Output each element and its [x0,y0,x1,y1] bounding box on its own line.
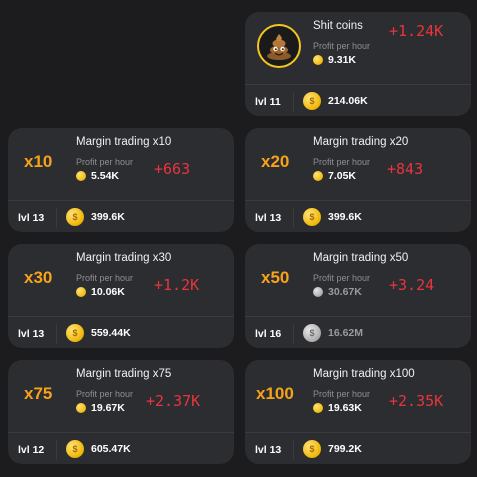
multiplier-label: x50 [261,268,290,287]
cost-value: 399.6K [328,211,362,223]
level-label: lvl 13 [18,328,45,340]
profit-delta: +2.37K [146,392,201,410]
level-label: lvl 13 [255,212,282,224]
cost-row: $ 399.6K [303,208,362,226]
profit-per-hour-label: Profit per hour [76,157,134,167]
card-title: Margin trading x100 [313,368,415,380]
profit-delta: +843 [387,160,424,178]
multiplier-label: x30 [24,268,53,287]
level-label: lvl 13 [18,212,45,224]
coin-icon: $ [303,92,321,110]
multiplier-label: x10 [24,152,53,171]
profit-per-hour-label: Profit per hour [76,389,134,399]
coin-icon [313,171,323,181]
profit-per-hour-label: Profit per hour [313,157,371,167]
cost-value: 16.62M [328,327,364,339]
coin-icon [313,287,323,297]
profit-per-hour-label: Profit per hour [313,273,371,283]
vertical-divider [56,208,57,228]
coin-icon [76,403,86,413]
profit-value: 9.31K [328,54,357,66]
card-title: Shit coins [313,20,363,32]
divider [245,432,471,433]
card-margin-x75[interactable]: x75 Margin trading x75 Profit per hour 1… [8,360,234,464]
profit-row: 10.06K [76,286,125,298]
vertical-divider [56,440,57,460]
card-title: Margin trading x10 [76,136,172,148]
multiplier-label: x20 [261,152,290,171]
profit-row: 19.67K [76,402,125,414]
coin-icon: $ [303,208,321,226]
profit-per-hour-label: Profit per hour [313,389,371,399]
profit-value: 30.67K [328,286,362,298]
profit-value: 19.67K [91,402,125,414]
card-title: Margin trading x75 [76,368,172,380]
level-label: lvl 12 [18,444,45,456]
card-shit-coins[interactable]: Shit coins Profit per hour 9.31K +1.24K … [245,12,471,116]
profit-delta: +1.2K [154,276,200,294]
coin-icon [313,403,323,413]
card-margin-x30[interactable]: x30 Margin trading x30 Profit per hour 1… [8,244,234,348]
card-margin-x100[interactable]: x100 Margin trading x100 Profit per hour… [245,360,471,464]
profit-value: 5.54K [91,170,120,182]
profit-per-hour-label: Profit per hour [313,41,371,51]
coin-icon: $ [66,440,84,458]
coin-icon [313,55,323,65]
coin-icon: $ [303,440,321,458]
card-title: Margin trading x20 [313,136,409,148]
vertical-divider [293,440,294,460]
profit-value: 10.06K [91,286,125,298]
multiplier-label: x100 [256,384,294,403]
cost-value: 214.06K [328,95,368,107]
cost-value: 559.44K [91,327,131,339]
vertical-divider [56,324,57,344]
profit-value: 19.63K [328,402,362,414]
divider [245,316,471,317]
profit-delta: +663 [154,160,191,178]
divider [8,432,234,433]
vertical-divider [293,92,294,112]
profit-per-hour-label: Profit per hour [76,273,134,283]
profit-delta: +1.24K [389,22,444,40]
vertical-divider [293,324,294,344]
cost-row: $ 16.62M [303,324,363,342]
card-margin-x10[interactable]: x10 Margin trading x10 Profit per hour 5… [8,128,234,232]
coin-icon: $ [303,324,321,342]
coin-icon: $ [66,208,84,226]
cost-value: 399.6K [91,211,125,223]
divider [8,316,234,317]
level-label: lvl 16 [255,328,282,340]
card-margin-x20[interactable]: x20 Margin trading x20 Profit per hour 7… [245,128,471,232]
profit-delta: +2.35K [389,392,444,410]
card-margin-x50[interactable]: x50 Margin trading x50 Profit per hour 3… [245,244,471,348]
cost-row: $ 399.6K [66,208,125,226]
profit-value: 7.05K [328,170,357,182]
level-label: lvl 11 [255,96,281,108]
cost-row: $ 559.44K [66,324,131,342]
divider [245,200,471,201]
cost-row: $ 214.06K [303,92,368,110]
card-title: Margin trading x50 [313,252,409,264]
profit-row: 30.67K [313,286,362,298]
level-label: lvl 13 [255,444,282,456]
cost-row: $ 799.2K [303,440,362,458]
coin-icon [76,287,86,297]
profit-row: 9.31K [313,54,356,66]
profit-delta: +3.24 [389,276,435,294]
profit-row: 19.63K [313,402,362,414]
divider [245,84,471,85]
profit-row: 7.05K [313,170,356,182]
cost-value: 799.2K [328,443,362,455]
coin-icon: $ [66,324,84,342]
card-title: Margin trading x30 [76,252,172,264]
cost-value: 605.47K [91,443,131,455]
divider [8,200,234,201]
cost-row: $ 605.47K [66,440,131,458]
coin-icon [76,171,86,181]
profit-row: 5.54K [76,170,119,182]
multiplier-label: x75 [24,384,53,403]
vertical-divider [293,208,294,228]
poop-emoji-icon [257,24,301,68]
